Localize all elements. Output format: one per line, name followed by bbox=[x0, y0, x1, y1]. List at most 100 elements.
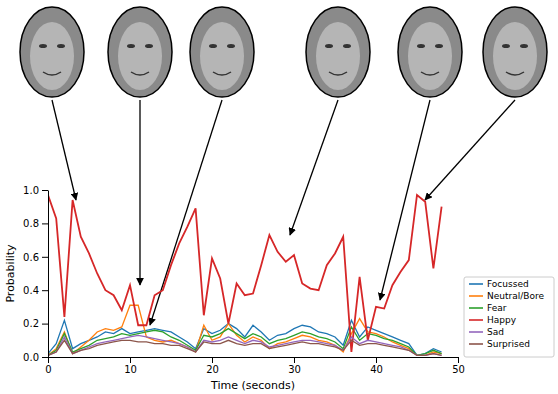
face-mouth bbox=[43, 72, 61, 75]
face-eye bbox=[417, 44, 425, 48]
face-outline bbox=[190, 7, 254, 97]
axis-line bbox=[48, 191, 49, 358]
x-axis-title: Time (seconds) bbox=[210, 379, 295, 392]
face-outline bbox=[306, 7, 370, 97]
tick-mark bbox=[42, 357, 48, 358]
tick: 0.0 bbox=[23, 352, 48, 363]
tick-mark bbox=[42, 257, 48, 258]
series-line bbox=[48, 327, 442, 355]
face-eye bbox=[39, 44, 47, 48]
face-eye bbox=[520, 44, 528, 48]
face bbox=[190, 7, 254, 97]
face bbox=[108, 7, 172, 97]
tick-label: 0.6 bbox=[23, 251, 39, 262]
tick: 50 bbox=[452, 357, 465, 375]
face-eye bbox=[145, 44, 153, 48]
tick-label: 1.0 bbox=[23, 185, 39, 196]
legend-label: Focussed bbox=[487, 279, 529, 289]
legend-label: Surprised bbox=[487, 339, 530, 349]
tick-label: 50 bbox=[452, 364, 465, 375]
tick-mark bbox=[42, 324, 48, 325]
face bbox=[306, 7, 370, 97]
face-mouth bbox=[213, 72, 231, 75]
face-skin bbox=[30, 22, 74, 90]
tick-label: 30 bbox=[288, 364, 301, 375]
face bbox=[20, 7, 84, 97]
tick-label: 0.0 bbox=[23, 352, 39, 363]
tick-mark bbox=[42, 290, 48, 291]
legend-label: Neutral/Bore bbox=[487, 291, 544, 301]
tick: 0.6 bbox=[23, 251, 48, 262]
tick-label: 0 bbox=[45, 364, 51, 375]
face-eye bbox=[57, 44, 65, 48]
arrow bbox=[139, 100, 140, 285]
tick-label: 20 bbox=[206, 364, 219, 375]
face bbox=[483, 7, 547, 97]
tick: 0 bbox=[45, 357, 51, 375]
tick: 0.8 bbox=[23, 218, 48, 229]
face-skin bbox=[200, 22, 244, 90]
tick: 1.0 bbox=[23, 185, 48, 196]
axis-line bbox=[49, 357, 459, 358]
face-skin bbox=[316, 22, 360, 90]
legend-swatch bbox=[469, 295, 483, 297]
face-eye bbox=[343, 44, 351, 48]
tick: 10 bbox=[124, 357, 137, 375]
face-eye bbox=[325, 44, 333, 48]
tick-label: 40 bbox=[370, 364, 383, 375]
tick: 30 bbox=[288, 357, 301, 375]
face bbox=[398, 7, 462, 97]
face-eye bbox=[502, 44, 510, 48]
legend-label: Fear bbox=[487, 303, 507, 313]
tick: 0.2 bbox=[23, 318, 48, 329]
legend-swatch bbox=[469, 343, 483, 345]
tick-label: 0.2 bbox=[23, 318, 39, 329]
lines bbox=[48, 195, 442, 355]
face-outline bbox=[108, 7, 172, 97]
face-outline bbox=[398, 7, 462, 97]
series-line bbox=[48, 195, 442, 352]
legend-swatch bbox=[469, 307, 483, 309]
face-eye bbox=[227, 44, 235, 48]
tick-label: 0.4 bbox=[23, 285, 39, 296]
face-mouth bbox=[506, 72, 524, 75]
legend: FocussedNeutral/BoreFearHappySadSurprise… bbox=[464, 277, 554, 357]
tick-mark bbox=[130, 357, 131, 363]
chart: 0 10 20 30 40 50 0.0 0.2 0.4 0.6 0.8 1.0 Time (secon… bbox=[0, 0, 558, 394]
series-line bbox=[48, 335, 442, 355]
tick-mark bbox=[212, 357, 213, 363]
series-line bbox=[48, 340, 442, 355]
face-mouth bbox=[329, 72, 347, 75]
tick: 0.4 bbox=[23, 285, 48, 296]
tick-mark bbox=[42, 190, 48, 191]
face-eye bbox=[209, 44, 217, 48]
face-eye bbox=[127, 44, 135, 48]
face-skin bbox=[408, 22, 452, 90]
face-mouth bbox=[131, 72, 149, 75]
arrow bbox=[290, 100, 338, 235]
tick-mark bbox=[42, 223, 48, 224]
series-line bbox=[48, 305, 442, 355]
tick-mark bbox=[376, 357, 377, 363]
tick-label: 10 bbox=[124, 364, 137, 375]
legend-swatch bbox=[469, 319, 483, 321]
face-skin bbox=[118, 22, 162, 90]
face-outline bbox=[20, 7, 84, 97]
arrow bbox=[425, 100, 515, 200]
legend-frame bbox=[464, 277, 554, 357]
series-line bbox=[48, 320, 442, 355]
arrow bbox=[52, 100, 76, 200]
face-outline bbox=[483, 7, 547, 97]
tick-label: 0.8 bbox=[23, 218, 39, 229]
tick: 20 bbox=[206, 357, 219, 375]
legend-label: Sad bbox=[487, 327, 504, 337]
tick-mark bbox=[48, 357, 49, 363]
x-axis: 0 10 20 30 40 50 bbox=[45, 357, 465, 375]
face-eye bbox=[435, 44, 443, 48]
tick-mark bbox=[458, 357, 459, 363]
tick-mark bbox=[294, 357, 295, 363]
face-skin bbox=[493, 22, 537, 90]
y-axis-title: Probability bbox=[4, 244, 17, 303]
legend-swatch bbox=[469, 331, 483, 333]
y-axis: 0.0 0.2 0.4 0.6 0.8 1.0 bbox=[23, 185, 48, 363]
